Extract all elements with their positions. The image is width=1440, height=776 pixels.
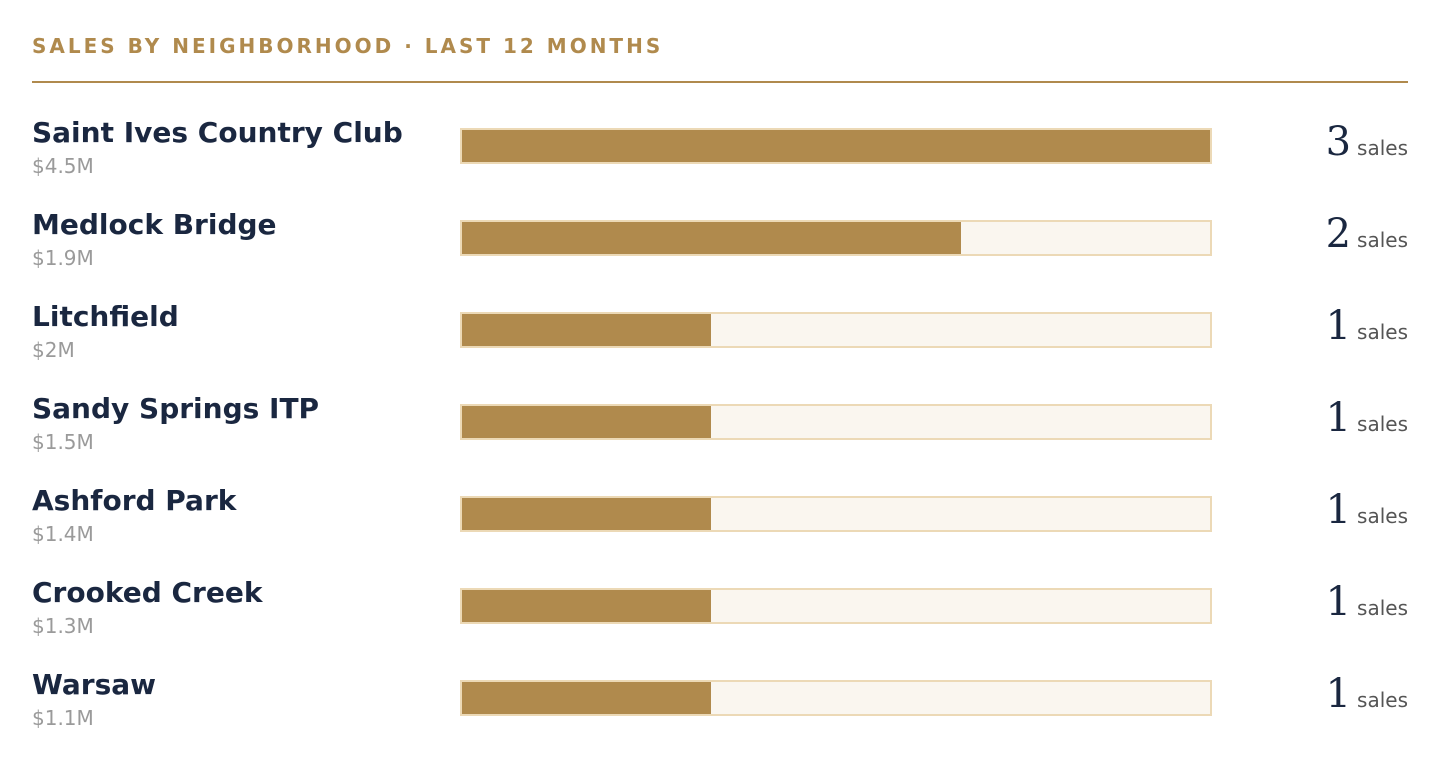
- neighborhood-name: Crooked Creek: [32, 576, 263, 609]
- neighborhood-name: Medlock Bridge: [32, 208, 277, 241]
- neighborhood-row: Litchfield $2M 1 sales: [32, 288, 1408, 380]
- sales-count-unit: sales: [1357, 228, 1408, 252]
- bar-fill: [462, 682, 712, 714]
- sales-count-unit: sales: [1357, 596, 1408, 620]
- sales-count: 1 sales: [1326, 582, 1408, 622]
- neighborhood-row: Crooked Creek $1.3M 1 sales: [32, 564, 1408, 656]
- bar-fill: [462, 314, 712, 346]
- sales-volume: $1.4M: [32, 522, 94, 546]
- bar-track: [460, 312, 1212, 348]
- sales-count-number: 1: [1325, 395, 1352, 441]
- neighborhood-name: Litchfield: [32, 300, 179, 333]
- neighborhood-row: Saint Ives Country Club $4.5M 3 sales: [32, 104, 1408, 196]
- neighborhood-name: Warsaw: [32, 668, 157, 701]
- sales-volume: $1.9M: [32, 246, 94, 270]
- sales-count: 1 sales: [1326, 398, 1408, 438]
- bar-track: [460, 128, 1212, 164]
- sales-volume: $1.5M: [32, 430, 94, 454]
- sales-volume: $2M: [32, 338, 75, 362]
- sales-count: 3 sales: [1326, 122, 1408, 162]
- sales-count-number: 1: [1325, 487, 1352, 533]
- neighborhood-row: Medlock Bridge $1.9M 2 sales: [32, 196, 1408, 288]
- bar-track: [460, 680, 1212, 716]
- chart-title: SALES BY NEIGHBORHOOD · LAST 12 MONTHS: [32, 34, 664, 58]
- sales-volume: $1.3M: [32, 614, 94, 638]
- sales-count-unit: sales: [1357, 412, 1408, 436]
- sales-count-unit: sales: [1357, 320, 1408, 344]
- sales-count-number: 1: [1325, 579, 1352, 625]
- bar-track: [460, 496, 1212, 532]
- sales-count: 1 sales: [1326, 306, 1408, 346]
- sales-count-number: 3: [1325, 119, 1352, 165]
- neighborhood-name: Sandy Springs ITP: [32, 392, 320, 425]
- sales-volume: $1.1M: [32, 706, 94, 730]
- neighborhood-row: Sandy Springs ITP $1.5M 1 sales: [32, 380, 1408, 472]
- bar-fill: [462, 222, 961, 254]
- sales-count-unit: sales: [1357, 504, 1408, 528]
- sales-count-number: 1: [1325, 671, 1352, 717]
- sales-count: 1 sales: [1326, 674, 1408, 714]
- sales-count-unit: sales: [1357, 688, 1408, 712]
- bar-fill: [462, 406, 712, 438]
- sales-count-number: 1: [1325, 303, 1352, 349]
- neighborhood-row: Ashford Park $1.4M 1 sales: [32, 472, 1408, 564]
- sales-count: 2 sales: [1326, 214, 1408, 254]
- neighborhood-name: Saint Ives Country Club: [32, 116, 403, 149]
- sales-volume: $4.5M: [32, 154, 94, 178]
- bar-track: [460, 404, 1212, 440]
- sales-count-number: 2: [1325, 211, 1352, 257]
- bar-track: [460, 588, 1212, 624]
- bar-fill: [462, 590, 712, 622]
- title-divider: [32, 81, 1408, 83]
- bar-fill: [462, 130, 1210, 162]
- neighborhood-name: Ashford Park: [32, 484, 237, 517]
- sales-count: 1 sales: [1326, 490, 1408, 530]
- sales-count-unit: sales: [1357, 136, 1408, 160]
- bar-fill: [462, 498, 712, 530]
- neighborhood-list: Saint Ives Country Club $4.5M 3 sales Medloc…: [32, 104, 1408, 748]
- neighborhood-row: Warsaw $1.1M 1 sales: [32, 656, 1408, 748]
- bar-track: [460, 220, 1212, 256]
